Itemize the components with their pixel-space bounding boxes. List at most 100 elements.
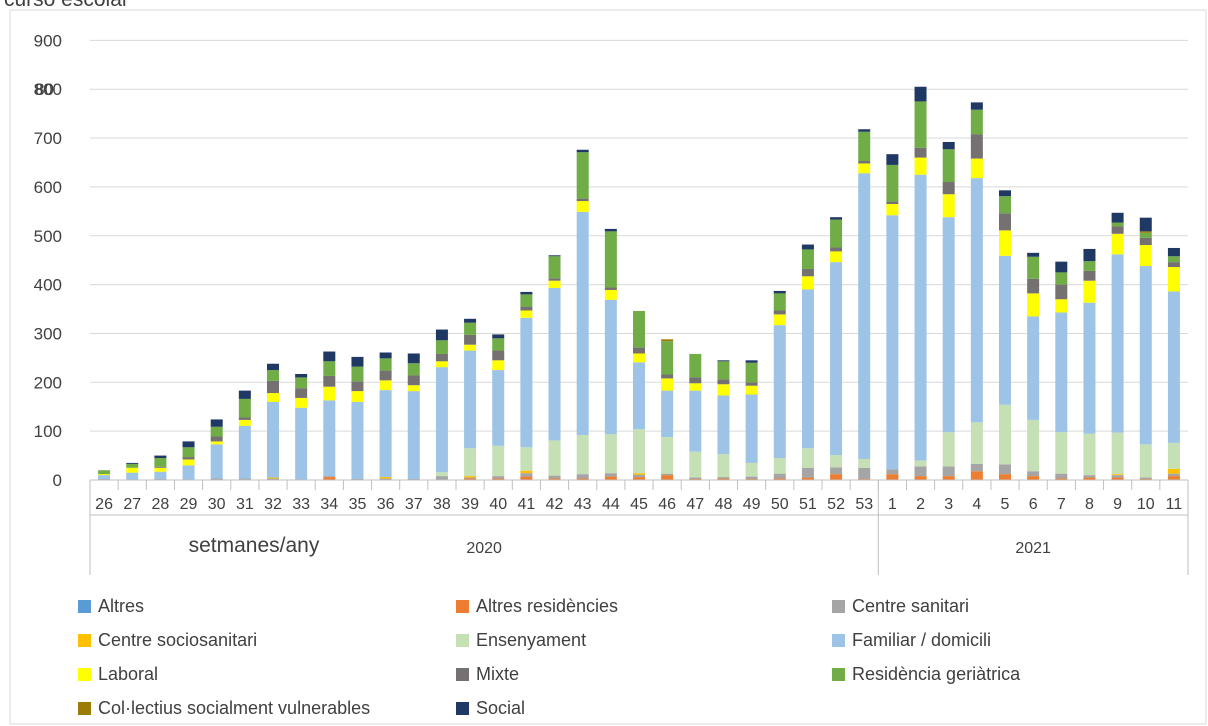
bar-segment-familiar-domicili-week-51 <box>801 289 814 449</box>
bar-segment-mixte-week-53 <box>858 161 871 164</box>
y-tick-label: 0 <box>53 471 62 490</box>
x-tick-label: 9 <box>1113 496 1122 513</box>
bar-segment-social-week-31 <box>238 390 251 399</box>
bar-segment-laboral-week-7 <box>1055 299 1068 313</box>
bar-segment-mixte-week-9 <box>1111 226 1124 234</box>
bar-segment-resid-ncia-geri-trica-week-50 <box>773 293 786 311</box>
bar-segment-altres-resid-ncies-week-40 <box>492 478 505 480</box>
bar-segment-familiar-domicili-week-1 <box>886 215 899 470</box>
bar-segment-resid-ncia-geri-trica-week-45 <box>633 310 645 348</box>
legend-label: Laboral <box>98 664 159 684</box>
bar-segment-ensenyament-week-9 <box>1111 432 1124 475</box>
x-tick-label: 1 <box>888 496 897 513</box>
year-label: 2021 <box>1015 540 1051 557</box>
legend-label: Centre sanitari <box>852 596 970 616</box>
bar-segment-ensenyament-week-49 <box>745 462 758 477</box>
bar-segment-mixte-week-7 <box>1055 284 1068 300</box>
bar-segment-laboral-week-26 <box>98 474 111 476</box>
bar-segment-resid-ncia-geri-trica-week-26 <box>98 470 111 475</box>
bar-segment-social-week-2 <box>914 86 927 102</box>
x-tick-label: 35 <box>349 496 367 513</box>
bar-segment-social-week-27 <box>126 462 139 464</box>
bar-segment-resid-ncia-geri-trica-week-2 <box>914 101 927 148</box>
bar-segment-centre-sanitari-week-3 <box>942 466 955 477</box>
x-tick-label: 38 <box>433 496 451 513</box>
bar-segment-mixte-week-5 <box>999 213 1011 231</box>
bar-segment-social-week-29 <box>182 441 195 448</box>
bar-segment-familiar-domicili-week-9 <box>1111 254 1124 433</box>
bar-segment-centre-sanitari-week-46 <box>661 473 674 476</box>
bar-segment-centre-sanitari-week-31 <box>238 478 251 480</box>
y-tick-label: 200 <box>34 373 62 392</box>
y-tick-label-overlap: 80 <box>35 80 54 99</box>
x-tick-label: 32 <box>264 496 282 513</box>
x-tick-label: 42 <box>546 496 564 513</box>
bar-segment-laboral-week-43 <box>576 201 589 212</box>
x-tick-label: 6 <box>1029 496 1038 513</box>
legend-item-ensenyament: Ensenyament <box>456 630 586 651</box>
bar-segment-social-week-11 <box>1167 247 1180 257</box>
bar-segment-altres-resid-ncies-week-50 <box>773 478 786 480</box>
legend-label: Altres <box>98 596 145 616</box>
bar-segment-centre-sanitari-week-10 <box>1139 477 1152 480</box>
x-tick-label: 50 <box>771 496 789 513</box>
x-tick-label: 36 <box>377 496 395 513</box>
bar-segment-familiar-domicili-week-30 <box>210 444 223 479</box>
bar-segment-ensenyament-week-11 <box>1167 442 1180 469</box>
bar-segment-laboral-week-49 <box>745 385 758 395</box>
bar-segment-social-week-50 <box>773 290 786 294</box>
bar-segment-altres-resid-ncies-week-39 <box>464 478 477 480</box>
x-tick-label: 31 <box>236 496 254 513</box>
bar-segment-laboral-week-52 <box>830 251 843 263</box>
bar-segment-mixte-week-3 <box>942 182 955 195</box>
bar-segment-resid-ncia-geri-trica-week-53 <box>858 131 871 162</box>
y-tick-label: 400 <box>34 276 62 295</box>
bar-segment-ensenyament-week-2 <box>914 460 927 467</box>
bar-segment-social-week-37 <box>407 353 420 364</box>
bar-segment-centre-sanitari-week-51 <box>801 467 814 478</box>
bar-segment-social-week-28 <box>154 455 167 459</box>
bar-segment-social-week-1 <box>886 154 899 165</box>
bar-segment-social-week-6 <box>1027 252 1040 257</box>
bar-segment-familiar-domicili-week-52 <box>830 262 843 456</box>
x-tick-label: 29 <box>180 496 198 513</box>
bar-segment-social-week-49 <box>745 360 758 363</box>
x-tick-label: 34 <box>320 496 338 513</box>
bar-segment-ensenyament-week-51 <box>801 448 814 468</box>
legend-swatch <box>832 668 845 681</box>
bar-segment-familiar-domicili-week-27 <box>126 472 139 480</box>
bar-segment-familiar-domicili-week-3 <box>942 217 955 433</box>
bar-segment-resid-ncia-geri-trica-week-33 <box>295 377 308 389</box>
bar-segment-mixte-week-8 <box>1083 270 1096 281</box>
bar-segment-centre-sanitari-week-45 <box>633 474 645 478</box>
bar-segment-ensenyament-week-7 <box>1055 432 1068 474</box>
bar-segment-mixte-week-33 <box>295 388 308 398</box>
bar-segment-resid-ncia-geri-trica-week-28 <box>154 458 167 467</box>
legend-item-social: Social <box>456 698 525 719</box>
bar-segment-altres-resid-ncies-week-41 <box>520 476 533 480</box>
bar-segment-centre-sanitari-week-52 <box>830 467 843 475</box>
bar-segment-social-week-5 <box>999 190 1011 197</box>
bar-segment-altres-resid-ncies-week-7 <box>1055 478 1068 480</box>
x-tick-label: 53 <box>855 496 873 513</box>
bar-segment-resid-ncia-geri-trica-week-39 <box>464 322 477 335</box>
bar-segment-mixte-week-2 <box>914 147 927 158</box>
bar-segment-ensenyament-week-44 <box>604 434 617 474</box>
bar-segment-resid-ncia-geri-trica-week-27 <box>126 463 139 468</box>
bar-segment-mixte-week-1 <box>886 201 899 204</box>
bar-segment-social-week-9 <box>1111 212 1124 223</box>
legend-swatch <box>456 702 469 715</box>
bar-segment-centre-sanitari-week-49 <box>745 476 758 480</box>
bar-segment-centre-sanitari-week-7 <box>1055 473 1068 479</box>
bar-segment-centre-sanitari-week-30 <box>210 478 223 480</box>
bar-segment-mixte-week-44 <box>604 287 617 290</box>
bar-segment-familiar-domicili-week-49 <box>745 394 758 463</box>
bar-segment-familiar-domicili-week-8 <box>1083 302 1096 434</box>
legend-item-laboral: Laboral <box>78 664 158 685</box>
bar-segment-resid-ncia-geri-trica-week-7 <box>1055 272 1068 285</box>
bar-segment-centre-sociosanitari-week-36 <box>379 477 392 479</box>
x-tick-label: 11 <box>1166 496 1183 513</box>
x-tick-label: 37 <box>405 496 423 513</box>
bar-segment-familiar-domicili-week-26 <box>98 475 111 480</box>
